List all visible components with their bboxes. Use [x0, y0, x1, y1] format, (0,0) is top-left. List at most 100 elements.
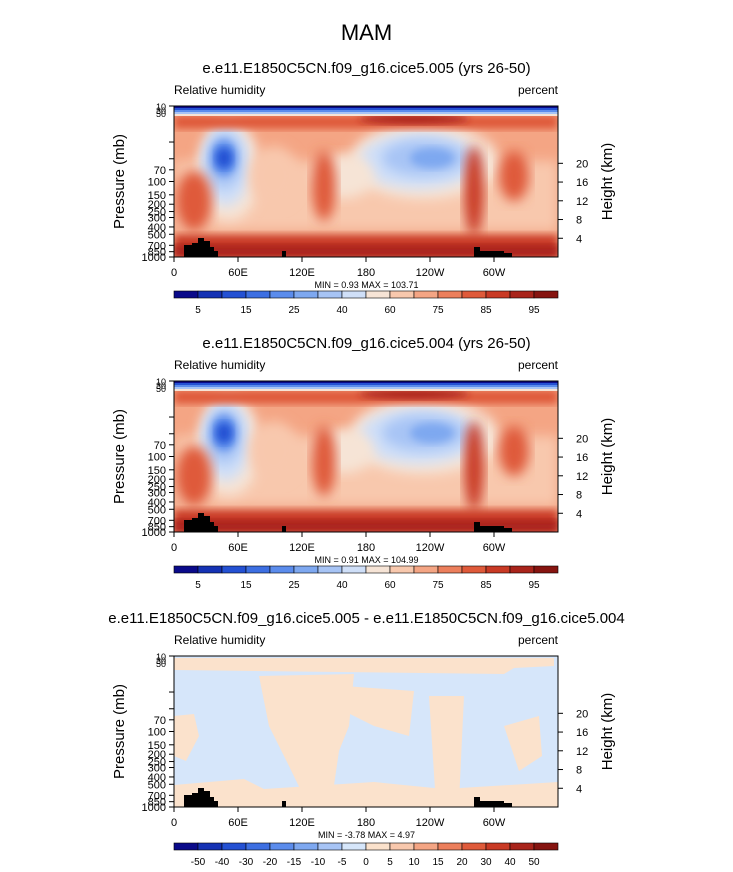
y-right-tick-label: 12: [576, 196, 588, 208]
colorbar-swatch: [317, 565, 343, 574]
plot-area: [174, 381, 558, 532]
colorbar-swatch: [269, 842, 295, 851]
y-right-tick-label: 12: [576, 471, 588, 483]
contour-region: [410, 148, 454, 168]
colorbar-label: 5: [195, 580, 201, 591]
topography-mask: [282, 526, 286, 532]
panel-title: e.e11.E1850C5CN.f09_g16.cice5.005 (yrs 2…: [202, 60, 530, 77]
y-tick-label: 300: [148, 488, 166, 500]
topography-mask: [214, 526, 218, 532]
variable-label: Relative humidity: [174, 358, 265, 372]
y-tick-label: 200: [148, 749, 166, 761]
chart-panel-2: e.e11.E1850C5CN.f09_g16.cice5.004 (yrs 2…: [111, 335, 616, 591]
panel-title: e.e11.E1850C5CN.f09_g16.cice5.005 - e.e1…: [108, 610, 624, 627]
colorbar-label: 10: [408, 857, 420, 868]
contour-region: [174, 110, 558, 112]
colorbar-swatch: [293, 290, 319, 299]
topography-mask: [480, 801, 504, 807]
colorbar-swatch: [389, 565, 415, 574]
x-tick-label: 120W: [416, 267, 445, 279]
y-tick-label: 10: [156, 652, 166, 662]
y-tick-label: 50: [156, 659, 166, 669]
y-tick-label: 10: [156, 102, 166, 112]
colorbar-swatch: [509, 290, 535, 299]
contour-region: [344, 686, 414, 736]
x-tick-label: 120E: [289, 817, 315, 829]
contour-region: [174, 108, 558, 110]
colorbar-swatch: [341, 842, 367, 851]
colorbar-swatch: [317, 842, 343, 851]
y-right-tick-label: 8: [576, 215, 582, 227]
x-tick-label: 0: [171, 267, 177, 279]
topography-mask: [198, 788, 204, 807]
y-right-tick-label: 8: [576, 490, 582, 502]
y-tick-label: 500: [148, 504, 166, 516]
y-tick-label: 400: [148, 772, 166, 784]
x-tick-label: 120E: [289, 542, 315, 554]
colorbar-swatch: [485, 842, 511, 851]
contour-region: [174, 714, 199, 761]
colorbar-label: 15: [240, 580, 252, 591]
colorbar-swatch: [269, 290, 295, 299]
colorbar-swatch: [389, 842, 415, 851]
contour-region: [174, 381, 558, 383]
colorbar-swatch: [461, 842, 487, 851]
contour-region: [410, 423, 454, 443]
x-tick-label: 0: [171, 542, 177, 554]
colorbar-swatch: [413, 290, 439, 299]
x-tick-label: 120W: [416, 817, 445, 829]
topography-mask: [214, 251, 218, 257]
contour-region: [359, 114, 469, 124]
x-tick-label: 60E: [228, 817, 248, 829]
contour-region: [174, 387, 558, 389]
y-axis-label: Pressure (mb): [111, 409, 128, 504]
x-tick-label: 60W: [483, 542, 506, 554]
min-max-stats: MIN = 0.93 MAX = 103.71: [314, 280, 418, 290]
y-tick-label: 70: [154, 440, 166, 452]
y-tick-label: 10: [156, 377, 166, 387]
chart-panel-1: e.e11.E1850C5CN.f09_g16.cice5.005 (yrs 2…: [111, 60, 616, 316]
y-right-tick-label: 8: [576, 765, 582, 777]
contour-region: [176, 171, 212, 231]
y-right-tick-label: 16: [576, 727, 588, 739]
y-tick-label: 30: [156, 381, 166, 391]
colorbar-swatch: [293, 565, 319, 574]
colorbar-label: 5: [195, 305, 201, 316]
colorbar-swatch: [221, 290, 247, 299]
units-label: percent: [518, 358, 559, 372]
colorbar-label: -20: [263, 857, 278, 868]
contour-region: [249, 146, 299, 206]
colorbar-label: 30: [480, 857, 492, 868]
topography-mask: [474, 522, 480, 532]
colorbar-swatch: [509, 842, 535, 851]
y-tick-label: 1000: [142, 527, 166, 539]
topography-mask: [210, 522, 214, 532]
contour-region: [176, 446, 212, 506]
y-tick-label: 850: [148, 797, 166, 809]
colorbar-swatch: [365, 842, 391, 851]
y-right-tick-label: 20: [576, 433, 588, 445]
contour-region: [216, 423, 232, 443]
colorbar-label: 25: [288, 305, 300, 316]
topography-mask: [504, 528, 512, 532]
colorbar-label: -30: [239, 857, 254, 868]
topography-mask: [184, 520, 192, 532]
colorbar-swatch: [269, 565, 295, 574]
colorbar-swatch: [317, 290, 343, 299]
y-right-tick-label: 20: [576, 708, 588, 720]
contour-region: [174, 383, 558, 385]
contour-region: [174, 245, 558, 257]
colorbar-swatch: [341, 565, 367, 574]
x-tick-label: 60W: [483, 267, 506, 279]
contour-region: [174, 112, 558, 114]
y-tick-label: 30: [156, 656, 166, 666]
colorbar-label: -15: [287, 857, 302, 868]
y-tick-label: 250: [148, 482, 166, 494]
colorbar-swatch: [533, 290, 559, 299]
colorbar-swatch: [197, 565, 223, 574]
colorbar-swatch: [437, 842, 463, 851]
colorbar-swatch: [365, 290, 391, 299]
chart-panel-3: e.e11.E1850C5CN.f09_g16.cice5.005 - e.e1…: [108, 610, 624, 868]
topography-mask: [204, 241, 210, 257]
colorbar-swatch: [245, 290, 271, 299]
